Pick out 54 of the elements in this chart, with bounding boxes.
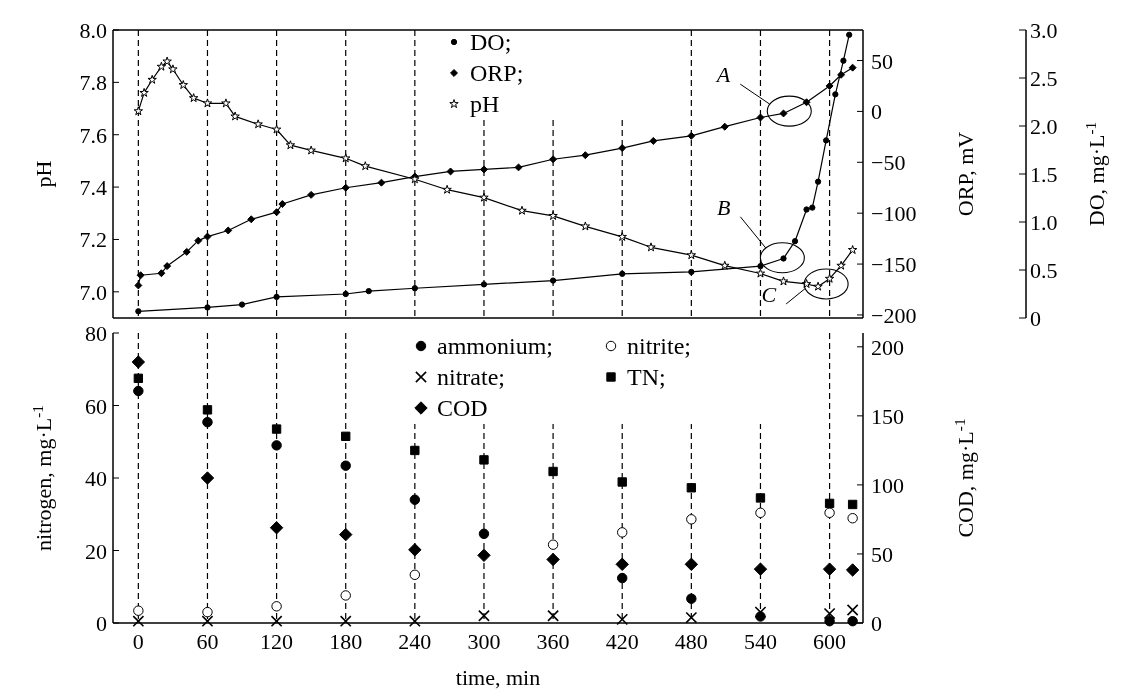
y2-tick-label: 50 (871, 48, 893, 74)
legend-label: ORP; (470, 60, 524, 86)
x-tick-label: 360 (536, 629, 570, 654)
y-tick-label: 80 (85, 321, 107, 346)
x-tick-label: 600 (813, 629, 847, 654)
legend-label: pH (470, 91, 500, 117)
x-tick-label: 60 (196, 629, 219, 654)
legend-label: ammonium; (437, 333, 553, 359)
y2-tick-label: 150 (871, 403, 904, 429)
y-tick-label: 8.0 (79, 18, 107, 43)
y-tick-label: 60 (85, 393, 107, 419)
x-axis-title: time, min (455, 665, 541, 690)
y2-tick-label: 100 (871, 472, 904, 498)
y3-tick-label: 2.5 (1030, 66, 1058, 91)
y-tick-label: 40 (85, 466, 107, 491)
legend-label: nitrate; (437, 364, 505, 390)
y2-tick-label: −150 (871, 252, 917, 278)
legend-label: TN; (627, 364, 666, 390)
y3-tick-label: 3.0 (1030, 18, 1058, 43)
y2-tick-label: 0 (871, 611, 882, 636)
y2-tick-label: 200 (871, 334, 904, 360)
legend-label: COD (437, 395, 488, 421)
y2-tick-label: −200 (871, 302, 917, 328)
y3-tick-label: 0.5 (1030, 258, 1058, 283)
annotation: B (716, 194, 731, 220)
y2-tick-label: −100 (871, 201, 917, 227)
y-tick-label: 7.8 (79, 70, 107, 96)
x-tick-label: 540 (743, 629, 777, 654)
x-tick-label: 300 (467, 629, 501, 654)
y-axis-title: pH (31, 160, 56, 188)
y-tick-label: 7.2 (79, 227, 107, 253)
annotation: A (714, 62, 731, 88)
y2-axis-title: ORP, mV (953, 131, 978, 217)
x-tick-label: 420 (605, 629, 639, 654)
x-tick-label: 480 (674, 629, 708, 654)
x-tick-label: 240 (398, 629, 432, 654)
legend-label: nitrite; (627, 333, 691, 359)
x-tick-label: 0 (132, 629, 144, 654)
y-tick-label: 20 (85, 538, 107, 564)
legend-label: DO; (470, 29, 512, 55)
annotation: C (761, 281, 777, 307)
y-tick-label: 7.4 (79, 175, 107, 201)
y3-tick-label: 0 (1030, 306, 1041, 331)
y2-tick-label: −50 (871, 150, 906, 176)
y3-tick-label: 1.5 (1030, 162, 1058, 187)
y2-tick-label: 50 (871, 541, 893, 567)
y-tick-label: 0 (96, 611, 107, 636)
y-tick-label: 7.6 (79, 122, 107, 148)
x-tick-label: 180 (329, 629, 363, 654)
y3-tick-label: 2.0 (1030, 114, 1058, 139)
y-tick-label: 7.0 (79, 279, 107, 305)
x-tick-label: 120 (260, 629, 294, 654)
y2-tick-label: 0 (871, 99, 882, 125)
y3-tick-label: 1.0 (1030, 210, 1058, 235)
